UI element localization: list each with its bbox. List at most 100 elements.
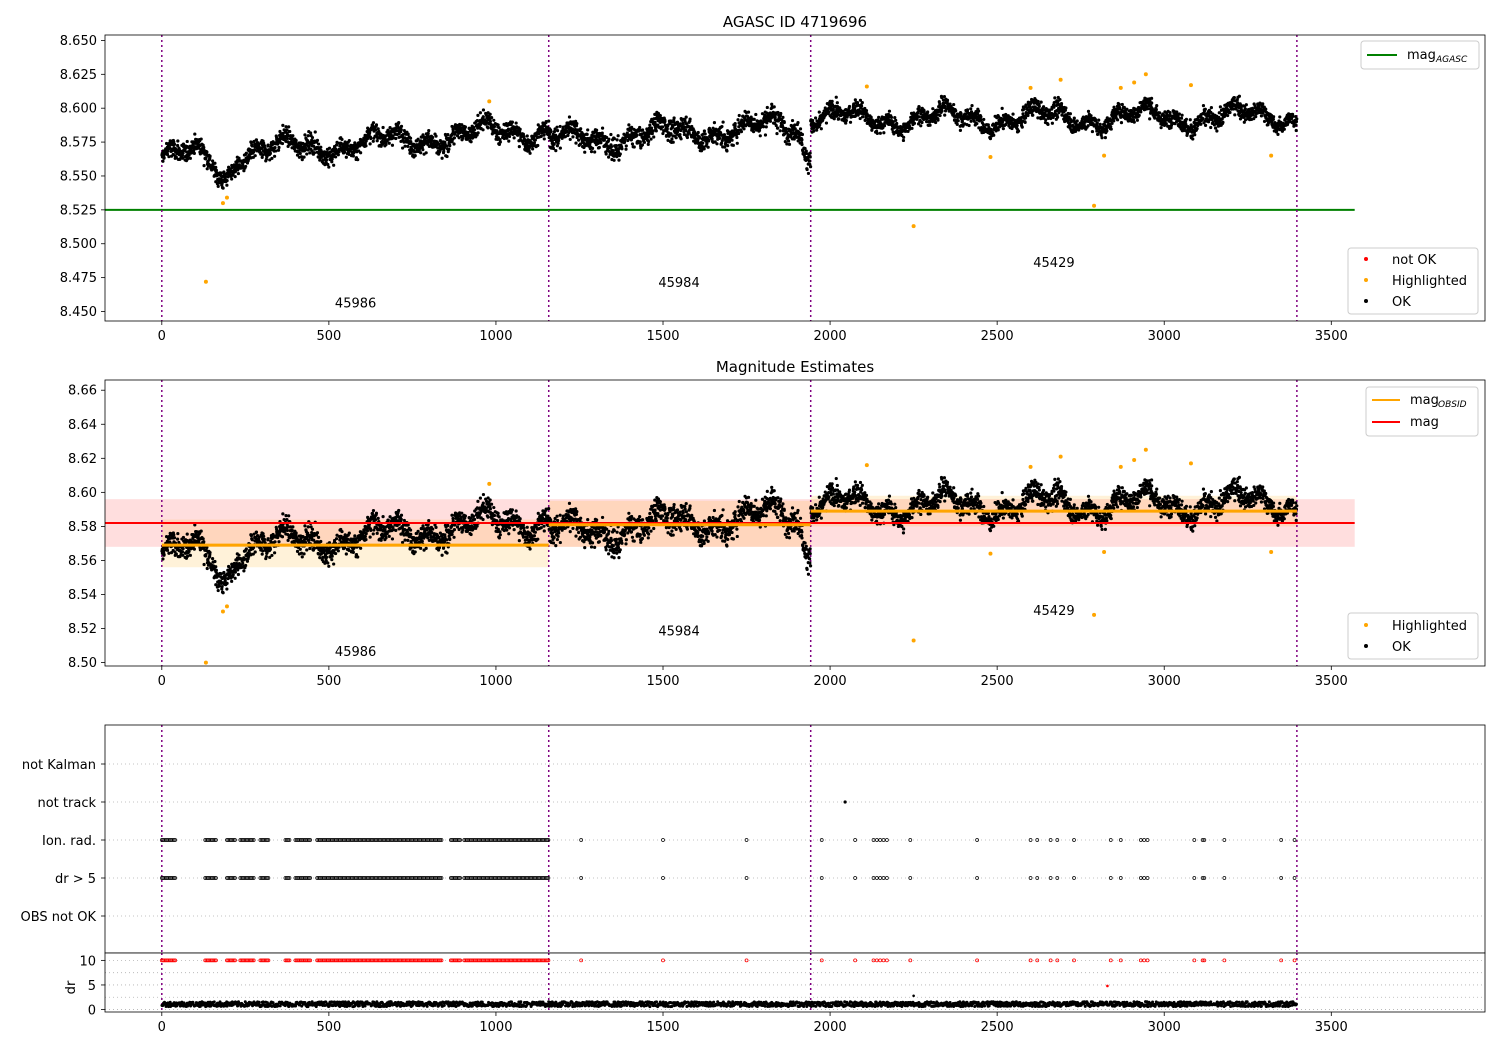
ok-point: [1154, 108, 1158, 112]
ok-point: [301, 141, 305, 146]
ok-point: [928, 123, 932, 127]
ok-point: [496, 123, 500, 127]
ok-point: [185, 532, 189, 536]
ok-point: [1059, 102, 1064, 106]
ok-point: [486, 126, 490, 130]
ok-point: [579, 127, 583, 131]
ok-point: [285, 528, 289, 533]
ok-point: [313, 130, 317, 134]
ok-point: [244, 151, 248, 155]
ok-point: [834, 95, 838, 99]
ok-point: [936, 118, 940, 122]
ok-point: [492, 125, 497, 129]
ok-point: [413, 154, 417, 158]
ok-point: [663, 119, 667, 124]
highlighted-point: [1102, 153, 1107, 158]
x-tick-label: 500: [316, 329, 341, 344]
ok-point: [934, 120, 938, 125]
ok-point: [488, 112, 492, 116]
ok-point: [837, 117, 841, 121]
ok-point: [1068, 112, 1072, 116]
ok-point: [1149, 96, 1154, 100]
ok-point: [577, 138, 581, 142]
highlighted-point: [1092, 203, 1097, 208]
ok-point: [340, 137, 344, 142]
ok-point: [556, 141, 560, 145]
ok-point: [174, 552, 178, 556]
ok-point: [342, 150, 347, 154]
ok-point: [555, 125, 559, 129]
ok-point: [878, 131, 882, 135]
ok-point: [321, 158, 325, 162]
ok-point: [1001, 127, 1005, 131]
ok-point: [717, 136, 722, 140]
ok-point: [624, 144, 628, 148]
ok-point: [853, 98, 857, 102]
ok-point: [1139, 110, 1143, 114]
ok-point: [860, 101, 864, 105]
ok-point: [223, 576, 227, 580]
ok-point: [772, 105, 776, 109]
obsid-label: 45986: [335, 296, 376, 311]
ok-point: [222, 170, 226, 174]
ok-point: [869, 115, 873, 119]
highlighted-point: [1143, 72, 1148, 77]
ok-point: [195, 137, 199, 142]
ok-point: [958, 128, 963, 133]
ok-point: [737, 113, 741, 118]
ok-point: [1228, 110, 1232, 115]
ok-point: [217, 181, 222, 185]
ok-point: [476, 131, 480, 135]
ok-point: [844, 118, 848, 123]
ok-point: [725, 149, 729, 153]
ok-point: [618, 152, 622, 156]
ok-point: [277, 145, 281, 150]
ok-point: [188, 156, 192, 160]
ok-point: [975, 122, 979, 126]
ok-point: [860, 115, 865, 119]
ok-point: [518, 127, 522, 131]
ok-point: [399, 124, 404, 128]
ok-point: [181, 156, 185, 160]
ok-point: [181, 535, 186, 540]
ok-point: [568, 137, 572, 142]
ok-point: [371, 121, 376, 125]
ok-point: [959, 112, 963, 116]
ok-point: [931, 107, 935, 111]
ok-point: [241, 561, 245, 566]
ok-point: [1213, 126, 1218, 130]
ok-point: [583, 150, 587, 154]
ok-point: [604, 152, 608, 156]
ok-point: [1158, 111, 1162, 115]
ok-point: [298, 151, 302, 156]
ok-point: [632, 145, 636, 149]
ok-point: [199, 529, 203, 533]
ok-point: [607, 155, 611, 159]
ok-point: [394, 136, 398, 141]
ok-point: [808, 159, 812, 163]
ok-point: [463, 125, 468, 129]
highlighted-point: [1118, 85, 1123, 90]
ok-point: [1090, 129, 1095, 134]
ok-point: [761, 125, 766, 129]
ok-point: [174, 155, 178, 159]
ok-point: [225, 179, 229, 183]
ok-point: [784, 126, 788, 131]
ok-point: [574, 141, 578, 145]
ok-point: [642, 140, 646, 144]
ok-point: [737, 131, 741, 136]
ok-point: [1075, 119, 1079, 123]
ok-point: [452, 142, 456, 146]
ok-point: [333, 147, 338, 151]
ok-point: [752, 117, 756, 121]
ok-point: [800, 138, 804, 142]
ok-point: [600, 126, 605, 130]
ok-point: [276, 535, 280, 540]
ok-point: [1135, 118, 1139, 122]
ok-point: [1188, 118, 1192, 122]
ok-point: [176, 143, 180, 148]
ok-point: [447, 147, 451, 151]
ok-point: [1023, 120, 1027, 125]
